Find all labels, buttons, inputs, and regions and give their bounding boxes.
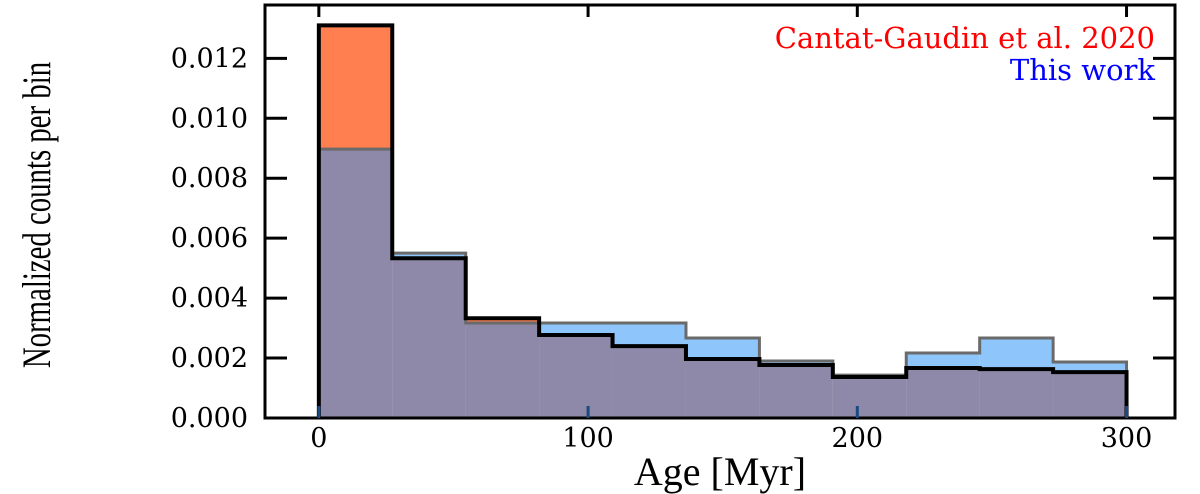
- legend-entry-this-work: This work: [1010, 53, 1156, 87]
- plot-frame: [263, 3, 1177, 420]
- bars-layer: [318, 25, 1127, 419]
- step-outlines: [316, 23, 1129, 418]
- bar-overlap: [612, 346, 686, 418]
- y-tick-label: 0.012: [171, 43, 248, 74]
- bar-overlap: [906, 367, 980, 418]
- bar-overlap: [318, 149, 393, 418]
- bar-overlap: [465, 322, 540, 418]
- legend-entry-cantat-gaudin: Cantat-Gaudin et al. 2020: [775, 21, 1155, 55]
- y-tick-label: 0.008: [171, 163, 248, 194]
- x-tick-label: 0: [310, 423, 327, 454]
- x-axis-label: Age [Myr]: [634, 449, 806, 494]
- step-outline-this-work: [317, 147, 1129, 418]
- bar-overlap: [685, 358, 760, 418]
- x-tick-label: 300: [1101, 423, 1153, 454]
- y-tick-label: 0.010: [171, 103, 248, 134]
- bar-overlap: [1053, 372, 1127, 418]
- x-tick-label: 200: [832, 423, 884, 454]
- bar-overlap: [539, 334, 613, 418]
- bar-overlap: [759, 364, 833, 418]
- bar-overlap: [832, 376, 907, 418]
- ticks-layer: 0.000 0.002 0.004 0.006 0.008 0.010 0.012 0 100 2…: [171, 5, 1175, 454]
- bar-overlap: [392, 258, 466, 418]
- step-outline-cantat-gaudin: [316, 23, 1129, 418]
- y-tick-label: 0.000: [171, 403, 248, 434]
- x-tick-label: 100: [562, 423, 614, 454]
- y-tick-label: 0.002: [171, 343, 248, 374]
- y-tick-label: 0.006: [171, 223, 248, 254]
- y-tick-label: 0.004: [171, 283, 248, 314]
- y-axis-label: Normalized counts per bin: [14, 62, 59, 368]
- bar-overlap: [979, 369, 1054, 418]
